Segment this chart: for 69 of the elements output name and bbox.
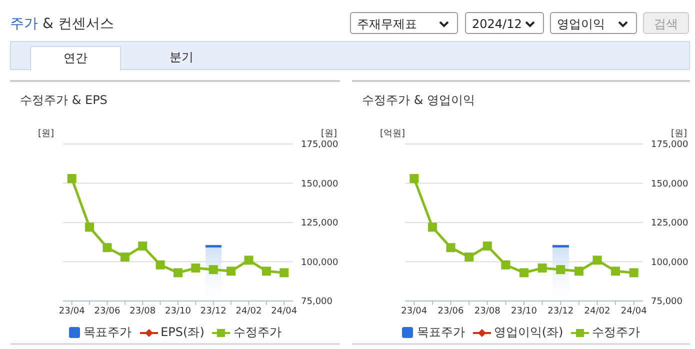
point [538,264,547,273]
point [574,266,584,276]
x-tick-label: 23/06 [438,306,464,316]
x-tick-label: 24/04 [271,306,298,316]
point [156,260,165,270]
point [611,266,620,276]
point [120,252,130,262]
x-tick-label: 24/02 [236,306,262,316]
text: 검색 [643,12,689,34]
point [410,174,419,184]
legend-label: EPS(좌) [160,324,204,341]
x-tick-label: 23/06 [94,306,120,316]
point [102,243,112,252]
point [174,268,182,278]
y2-tick-label: 150,000 [651,179,688,190]
x-tick-label: 23/04 [58,306,86,316]
point [244,256,254,265]
x-tick-label: 23/08 [130,306,156,316]
y2-tick-label: 125,000 [301,218,338,229]
point [280,268,289,278]
text: 연간 [30,46,121,71]
chart-title: 수정주가 & EPS [20,92,108,109]
x-tick-label: 23/08 [474,306,501,316]
legend-label: 목표주가 [82,324,132,341]
x-tick-label: 23/12 [200,306,226,316]
point [208,265,218,274]
y2-tick-label: 150,000 [301,179,338,190]
point [482,242,492,251]
point [262,266,271,276]
text: 주가 & 컨센서스 [10,15,114,33]
x-tick-label: 24/02 [584,306,610,316]
point [464,252,474,262]
y2-tick-label: 175,000 [301,140,338,150]
y2-tick-label: 75,000 [651,297,683,308]
y2-tick-label: 75,000 [301,297,333,308]
point [67,174,76,184]
legend-label: 목표주가 [416,324,465,341]
y2-tick-label: 125,000 [651,218,688,229]
y2-tick-label: 100,000 [301,258,338,268]
y2-axis-title: [원] [670,128,687,140]
point [446,243,456,252]
text: 분기 [168,49,194,66]
y-axis-title: [원] [38,128,54,140]
x-tick-label: 24/04 [620,306,648,316]
text: 주재무제표 [350,12,458,34]
text: 2024/12 [465,12,544,34]
point [629,268,638,278]
text: 영업이익 [550,12,637,34]
point [85,222,94,232]
x-tick-label: 23/12 [548,306,574,316]
y2-tick-label: 175,000 [651,140,688,150]
chart-title: 수정주가 & 영업이익 [362,92,475,109]
point [501,260,510,270]
point [138,242,148,251]
y-axis-title: [억원] [380,128,406,140]
point [592,256,602,265]
legend-label: 수정주가 [232,324,282,341]
point [520,268,528,278]
point [428,222,437,232]
point [191,264,200,273]
point [556,265,566,274]
x-tick-label: 23/04 [401,306,428,316]
y2-tick-label: 100,000 [651,258,688,268]
legend-label: 영업이익(좌) [492,324,564,341]
legend-label: 수정주가 [591,324,640,341]
point [226,266,236,276]
y2-axis-title: [원] [320,128,337,140]
x-tick-label: 23/10 [165,306,192,316]
x-tick-label: 23/10 [511,306,538,316]
